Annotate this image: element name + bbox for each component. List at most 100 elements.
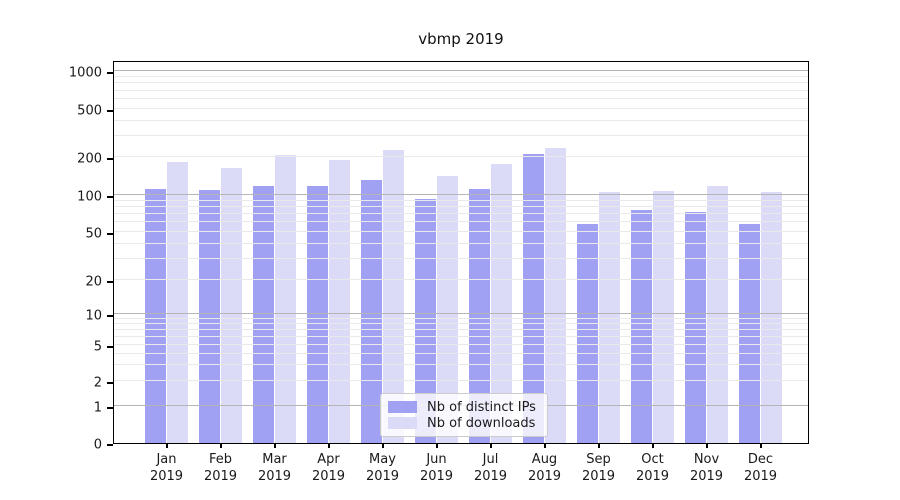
y-tick-label-10: 10	[85, 308, 102, 324]
x-tick-mark-sep	[597, 443, 600, 448]
chart-title: vbmp 2019	[418, 30, 504, 48]
gridline-minor-8	[114, 323, 808, 325]
y-tick-mark-20	[107, 281, 113, 283]
bar-nov-distinct-ips	[684, 211, 707, 443]
y-tick-label-50: 50	[85, 226, 102, 242]
x-tick-mark-apr	[327, 443, 330, 448]
plot-area: 0 1 2 5 10 20 50 100 200 500 1000 Jan 2019 Feb 2019 Mar…	[69, 61, 809, 485]
bar-mar-distinct-ips	[252, 185, 275, 443]
x-tick-label-apr: Apr 2019	[311, 452, 346, 484]
gridline-minor-20	[114, 279, 808, 280]
x-tick-label-dec: Dec 2019	[743, 452, 778, 484]
y-tick-mark-5	[107, 345, 113, 348]
x-tick-label-feb: Feb 2019	[203, 452, 238, 484]
bar-oct-distinct-ips	[630, 209, 653, 443]
gridline-minor-30	[114, 257, 808, 259]
y-tick-label-1000: 1000	[68, 65, 102, 81]
x-tick-label-jan: Jan 2019	[149, 452, 184, 484]
legend-item-distinct-ips: Nb of distinct IPs	[388, 399, 539, 415]
y-tick-label-500: 500	[77, 103, 102, 119]
bar-may-downloads	[382, 149, 405, 443]
bar-mar-downloads	[274, 155, 297, 443]
x-tick-label-nov: Nov 2019	[689, 452, 724, 484]
y-tick-mark-100	[107, 196, 113, 199]
bar-jun-distinct-ips	[414, 198, 437, 443]
x-tick-mark-jun	[435, 443, 438, 448]
x-tick-label-aug: Aug 2019	[527, 452, 562, 484]
gridline-major-100	[114, 194, 808, 196]
gridline-minor-2	[114, 379, 808, 381]
y-tick-mark-500	[107, 110, 113, 112]
gridline-minor-500	[114, 108, 808, 109]
x-tick-label-jun: Jun 2019	[419, 452, 454, 484]
y-tick-mark-200	[107, 158, 113, 161]
bar-may-distinct-ips	[360, 180, 383, 443]
y-tick-label-200: 200	[77, 151, 102, 167]
y-tick-mark-1000	[107, 72, 113, 74]
bar-sep-distinct-ips	[576, 223, 599, 443]
x-tick-mark-mar	[273, 443, 276, 448]
bar-jan-downloads	[166, 161, 189, 443]
legend-label-distinct-ips: Nb of distinct IPs	[427, 399, 536, 415]
x-tick-mark-jul	[489, 443, 492, 448]
y-tick-label-0: 0	[93, 437, 102, 453]
y-tick-mark-1	[107, 407, 113, 410]
x-tick-mark-may	[381, 443, 384, 448]
gridline-minor-50	[114, 230, 808, 232]
legend-item-downloads: Nb of downloads	[388, 415, 539, 431]
gridline-minor-800	[114, 82, 808, 84]
y-tick-mark-2	[107, 381, 113, 384]
gridline-minor-60	[114, 221, 808, 223]
y-tick-label-1: 1	[93, 400, 102, 416]
y-tick-mark-50	[107, 232, 113, 235]
bar-dec-distinct-ips	[738, 223, 761, 443]
y-tick-mark-0	[107, 444, 113, 446]
grid-layer	[114, 62, 808, 443]
legend-swatch-distinct-ips	[388, 401, 417, 413]
gridline-minor-600	[114, 98, 808, 99]
gridline-minor-3	[114, 363, 808, 365]
gridline-minor-70	[114, 213, 808, 214]
gridline-major-10	[114, 313, 808, 315]
gridline-minor-6	[114, 335, 808, 337]
x-tick-mark-dec	[759, 443, 762, 448]
bar-nov-downloads	[706, 186, 729, 443]
x-tick-mark-jan	[165, 443, 168, 448]
axes-ticks-layer: 0 1 2 5 10 20 50 100 200 500 1000 Jan 2019 Feb 2019 Mar…	[69, 62, 808, 485]
legend-swatch-downloads	[388, 417, 417, 429]
x-tick-label-mar: Mar 2019	[257, 452, 292, 484]
bar-jul-distinct-ips	[468, 188, 491, 443]
bar-jan-distinct-ips	[144, 188, 167, 443]
gridline-minor-400	[114, 119, 808, 121]
gridline-minor-700	[114, 89, 808, 91]
bar-aug-distinct-ips	[522, 154, 545, 443]
legend: Nb of distinct IPs Nb of downloads	[380, 393, 548, 437]
y-tick-label-100: 100	[77, 189, 102, 205]
x-tick-mark-feb	[219, 443, 222, 448]
x-tick-mark-oct	[651, 443, 654, 448]
gridline-minor-7	[114, 328, 808, 330]
bar-feb-downloads	[220, 167, 243, 443]
x-tick-label-oct: Oct 2019	[635, 452, 670, 484]
x-tick-label-sep: Sep 2019	[581, 452, 616, 484]
x-tick-label-may: May 2019	[365, 452, 400, 484]
gridline-minor-80	[114, 206, 808, 207]
gridline-minor-300	[114, 134, 808, 136]
gridline-major-1000	[114, 70, 808, 71]
y-tick-label-20: 20	[85, 274, 102, 290]
x-tick-mark-nov	[705, 443, 708, 448]
x-tick-mark-aug	[543, 443, 546, 448]
gridline-minor-9	[114, 317, 808, 319]
gridline-minor-90	[114, 199, 808, 201]
gridline-minor-5	[114, 343, 808, 345]
gridline-minor-40	[114, 242, 808, 244]
bar-apr-distinct-ips	[306, 185, 329, 443]
x-tick-label-jul: Jul 2019	[473, 452, 508, 484]
y-tick-label-5: 5	[93, 339, 102, 355]
gridline-minor-200	[114, 156, 808, 158]
bar-feb-distinct-ips	[198, 189, 221, 443]
y-tick-mark-10	[107, 315, 113, 318]
gridline-minor-900	[114, 75, 808, 77]
gridline-minor-4	[114, 352, 808, 354]
